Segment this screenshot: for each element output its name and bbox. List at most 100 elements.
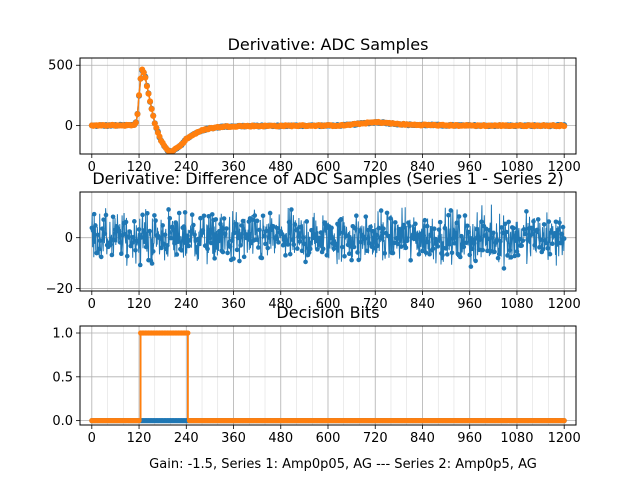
data-point [140,212,145,218]
data-point [276,240,281,245]
data-point [499,225,504,230]
data-point [170,227,176,233]
subplot-title: Derivative: Difference of ADC Samples (S… [92,169,563,188]
data-point [380,230,385,235]
data-point [496,251,502,257]
data-point [508,255,514,260]
data-point [195,236,201,242]
data-point [294,246,300,251]
data-point [129,240,135,246]
data-point [186,243,191,249]
data-point [495,255,501,261]
data-point [524,209,529,214]
data-point [514,249,520,254]
data-point [167,216,173,221]
data-point [485,248,490,254]
data-point [381,226,386,231]
y-tick-label: 0 [65,231,73,246]
data-point [103,212,109,218]
data-point [403,245,409,251]
data-point [492,249,497,255]
data-point [188,229,194,235]
data-point [472,241,477,246]
series-markers-2 [88,66,568,154]
data-point [238,243,243,248]
data-point [145,210,150,216]
data-point [259,255,265,261]
axes-frame [79,325,577,426]
data-point [263,241,268,247]
x-tick-label: 720 [363,431,388,446]
data-point [331,246,337,252]
data-point [145,90,152,97]
data-point [161,241,167,247]
data-point [561,418,567,424]
data-point [469,246,475,252]
x-tick-label: 480 [268,160,293,175]
data-point [416,251,422,257]
data-point [207,236,213,241]
data-point [189,212,195,218]
data-point [230,238,235,243]
data-point [329,225,334,231]
data-point [463,240,469,246]
data-point [181,224,187,229]
data-point [443,246,449,251]
data-point [143,83,150,90]
data-point [528,225,534,231]
data-point [423,250,429,255]
data-point [342,253,347,259]
difference-markers [89,207,567,271]
x-tick-label: 1080 [500,297,533,312]
axes-frame [79,191,577,292]
x-tick-label: 0 [88,160,96,175]
data-point [163,246,169,252]
data-point [372,236,378,242]
data-point [344,233,350,238]
data-point [215,238,221,243]
data-point [413,221,418,227]
x-tick-label: 1200 [548,160,581,175]
data-point [544,240,549,246]
data-point [352,226,358,231]
data-point [93,223,98,228]
data-point [486,236,491,242]
data-point [264,228,269,234]
data-point [201,213,207,219]
data-point [312,232,318,237]
y-tick-label: 1.0 [52,327,73,342]
data-point [179,248,184,253]
data-point [133,247,138,253]
data-point [504,229,509,235]
data-point [152,213,157,218]
data-point [208,240,214,246]
data-point [454,220,460,226]
data-point [111,237,117,243]
data-point [515,252,521,258]
x-tick-label: 600 [316,297,341,312]
data-point [351,244,357,250]
data-point [506,219,511,225]
data-point [297,239,302,244]
data-point [253,237,259,242]
data-point [252,213,258,218]
data-point [254,218,260,224]
data-point [191,222,196,228]
data-point [110,214,116,220]
data-point [363,214,369,219]
data-point [320,246,326,252]
data-point [185,330,191,336]
data-point [123,219,129,225]
data-point [116,229,122,234]
data-point [136,92,143,99]
data-point [158,236,163,241]
data-point [235,235,241,241]
data-point [266,235,272,240]
data-point [394,235,399,241]
data-point [479,219,484,225]
data-point [95,232,101,238]
data-point [520,238,526,243]
data-point [265,245,271,251]
data-point [213,217,219,222]
data-point [517,236,522,242]
